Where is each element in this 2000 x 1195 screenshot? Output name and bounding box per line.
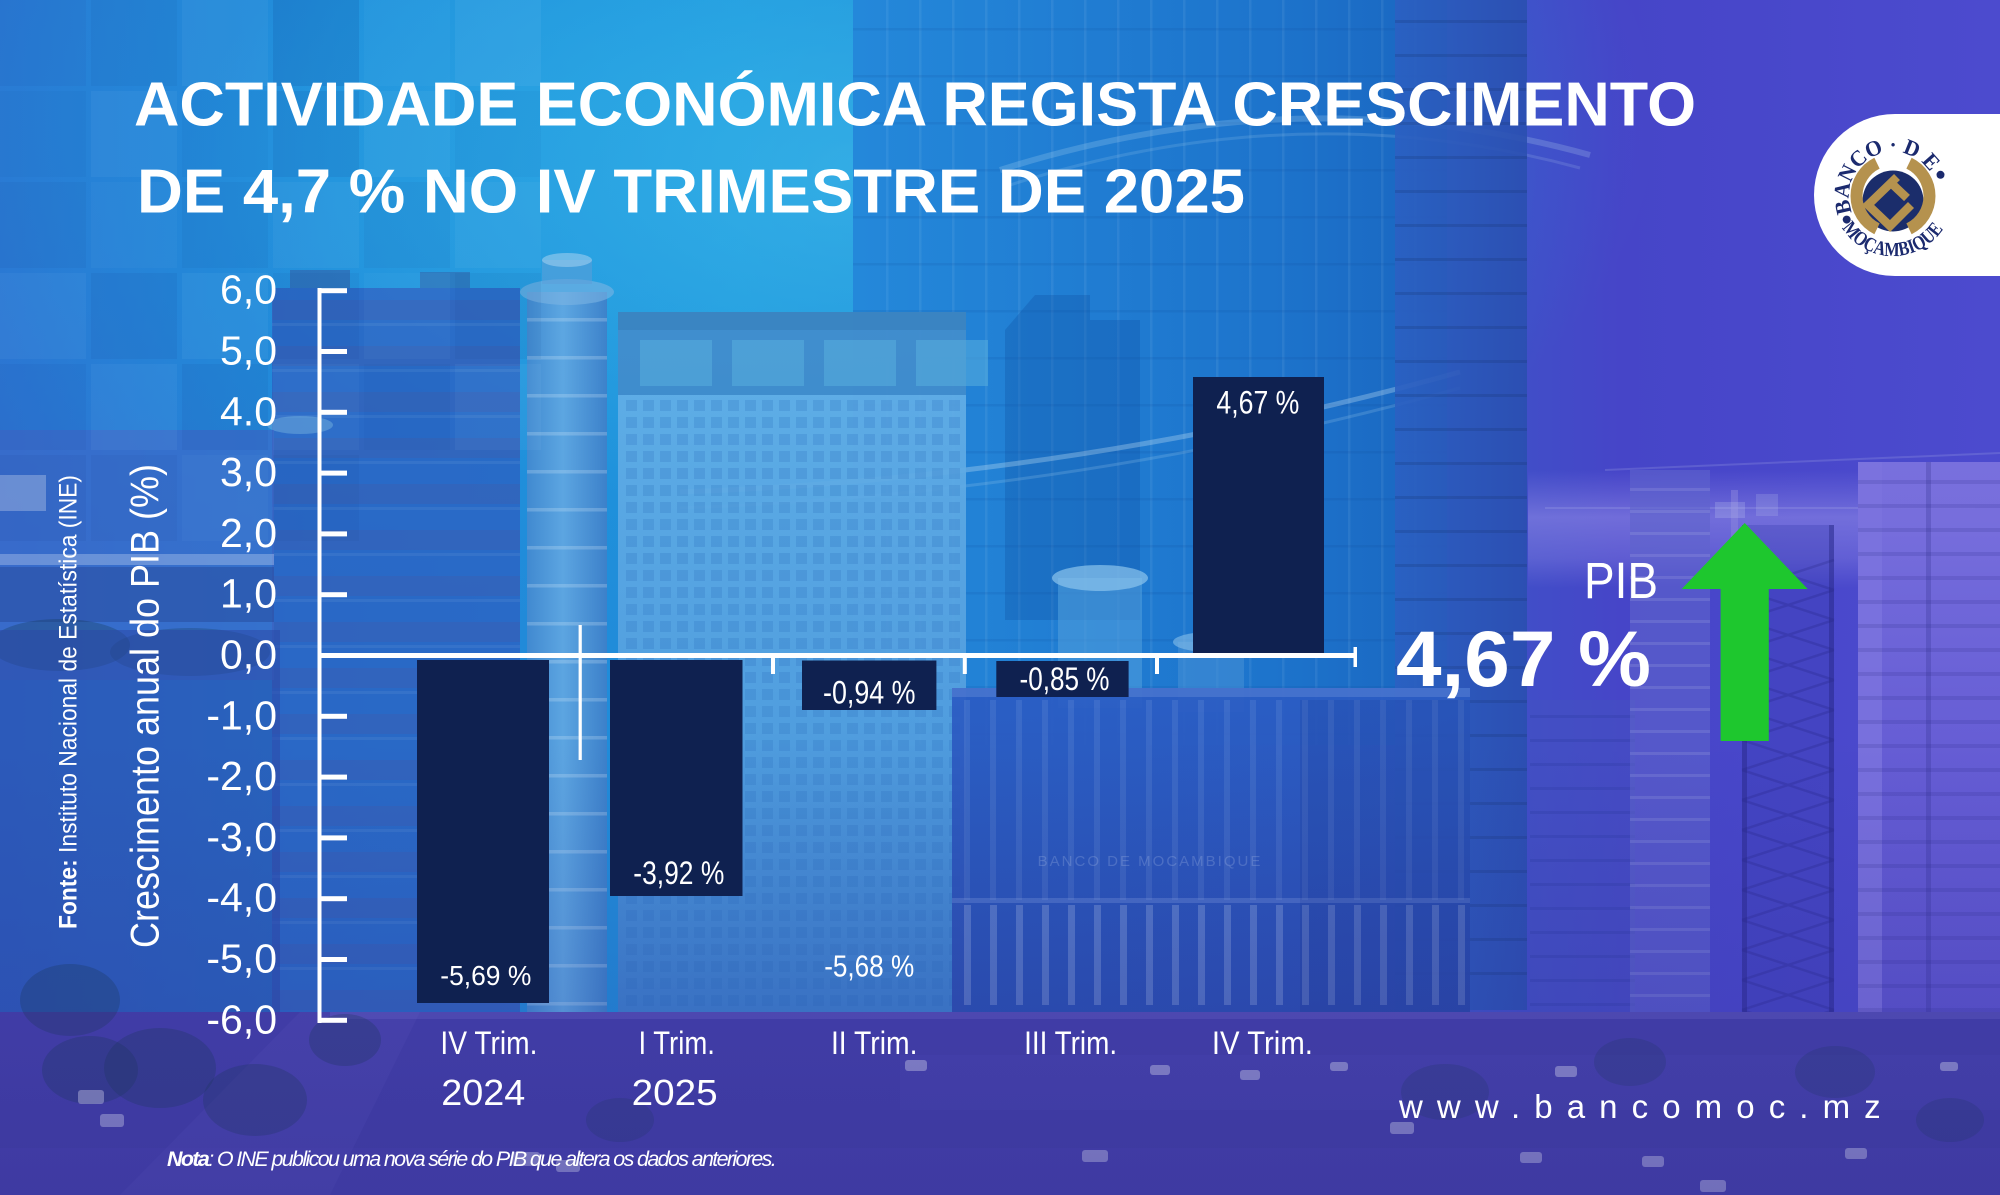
svg-text:-3,92 %: -3,92 %	[633, 855, 724, 891]
svg-text:-5,68 %: -5,68 %	[824, 949, 914, 984]
svg-text:IV Trim.: IV Trim.	[1212, 1025, 1313, 1061]
svg-text:4,67 %: 4,67 %	[1216, 385, 1299, 421]
svg-text:-6,0: -6,0	[206, 996, 277, 1042]
svg-text:0,0: 0,0	[220, 632, 277, 678]
svg-text:II Trim.: II Trim.	[831, 1025, 918, 1061]
svg-text:I Trim.: I Trim.	[638, 1025, 715, 1061]
svg-text:Nota: O INE publicou uma nova: Nota: O INE publicou uma nova série do P…	[167, 1147, 775, 1171]
svg-text:Crescimento anual do PIB (%): Crescimento anual do PIB (%)	[124, 464, 168, 948]
svg-text:1,0: 1,0	[220, 571, 277, 617]
svg-text:-0,94 %: -0,94 %	[823, 675, 916, 711]
svg-text:-5,0: -5,0	[206, 936, 277, 982]
svg-text:-0,85 %: -0,85 %	[1020, 661, 1110, 697]
svg-text:6,0: 6,0	[220, 267, 277, 313]
svg-text:DE 4,7 % NO IV TRIMESTRE DE 20: DE 4,7 % NO IV TRIMESTRE DE 2025	[137, 158, 1245, 227]
svg-text:PIB: PIB	[1584, 552, 1658, 609]
svg-text:4.0: 4.0	[220, 388, 277, 434]
svg-text:Fonte: Instituto Nacional de E: Fonte: Instituto Nacional de Estatística…	[55, 475, 83, 929]
svg-text:III Trim.: III Trim.	[1024, 1025, 1117, 1061]
svg-text:-5,69 %: -5,69 %	[440, 960, 531, 991]
svg-text:2024: 2024	[441, 1072, 525, 1113]
svg-text:-3,0: -3,0	[206, 814, 277, 860]
svg-text:-1,0: -1,0	[206, 692, 277, 738]
svg-text:-4,0: -4,0	[206, 875, 277, 921]
svg-text:2025: 2025	[632, 1072, 718, 1113]
svg-text:4,67 %: 4,67 %	[1396, 614, 1651, 703]
svg-text:ACTIVIDADE ECONÓMICA REGISTA C: ACTIVIDADE ECONÓMICA REGISTA CRESCIMENTO	[134, 71, 1696, 140]
svg-text:5,0: 5,0	[220, 328, 277, 374]
svg-text:IV Trim.: IV Trim.	[440, 1025, 537, 1061]
svg-text:www.bancomoc.mz: www.bancomoc.mz	[1398, 1088, 1895, 1125]
svg-text:-2,0: -2,0	[206, 753, 277, 799]
svg-text:3,0: 3,0	[220, 449, 277, 495]
svg-text:2,0: 2,0	[220, 510, 277, 556]
